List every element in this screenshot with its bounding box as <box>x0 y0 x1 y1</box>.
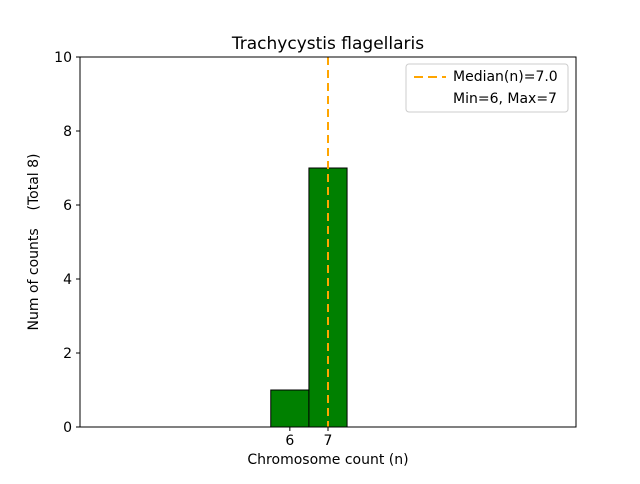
x-axis-label: Chromosome count (n) <box>247 452 408 468</box>
y-tick-label: 2 <box>63 346 72 362</box>
y-tick-label: 10 <box>54 50 72 66</box>
y-axis-label: Num of counts (Total 8) <box>26 154 42 331</box>
bars-group <box>270 167 348 428</box>
y-tick-label: 4 <box>63 272 72 288</box>
legend-minmax-label: Min=6, Max=7 <box>453 91 557 107</box>
y-tick-label: 8 <box>63 124 72 140</box>
x-tick-label: 7 <box>324 433 333 449</box>
y-tick-label: 0 <box>63 420 72 436</box>
legend-median-label: Median(n)=7.0 <box>453 69 558 85</box>
legend: Median(n)=7.0 Min=6, Max=7 <box>405 63 569 113</box>
bar-6 <box>270 389 310 428</box>
x-tick-label: 6 <box>285 433 294 449</box>
y-axis-ticks: 0 2 4 6 8 10 <box>54 50 80 436</box>
chart-title: Trachycystis flagellaris <box>231 34 424 54</box>
legend-box <box>405 63 569 113</box>
y-tick-label: 6 <box>63 198 72 214</box>
